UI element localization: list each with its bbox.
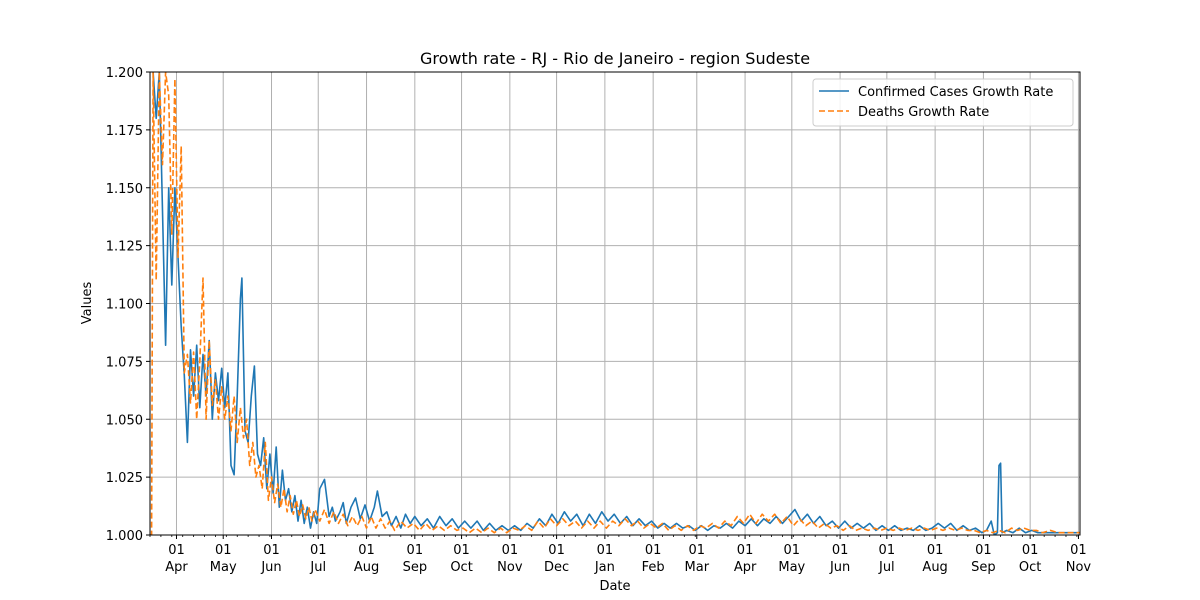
x-tick-day-label: 01	[645, 543, 662, 558]
y-tick-label: 1.150	[106, 182, 143, 197]
x-tick-day-label: 01	[975, 543, 992, 558]
x-tick-day-label: 01	[548, 543, 565, 558]
x-tick-day-label: 01	[263, 543, 280, 558]
y-tick-label: 1.125	[106, 240, 143, 255]
y-tick-label: 1.050	[106, 413, 143, 428]
x-tick-day-label: 01	[879, 543, 896, 558]
x-axis-label: Date	[599, 579, 630, 594]
series-lines	[150, 72, 1080, 535]
x-tick-month-label: Sep	[403, 560, 428, 575]
y-tick-label: 1.175	[106, 124, 143, 139]
x-tick-month-label: Sep	[971, 560, 996, 575]
x-tick-day-label: 01	[927, 543, 944, 558]
x-tick-month-label: Jan	[594, 560, 615, 575]
x-tick-day-label: 01	[407, 543, 424, 558]
x-tick-day-label: 01	[1070, 543, 1087, 558]
x-tick-month-label: Jul	[878, 560, 895, 575]
y-axis-label: Values	[80, 282, 95, 325]
x-tick-month-label: Nov	[1066, 560, 1092, 575]
x-tick-day-label: 01	[502, 543, 519, 558]
legend: Confirmed Cases Growth Rate Deaths Growth…	[812, 78, 1074, 127]
x-tick-month-label: Jun	[829, 560, 850, 575]
x-tick-month-label: Dec	[544, 560, 569, 575]
x-tick-month-label: Aug	[922, 560, 947, 575]
x-tick-day-label: 01	[358, 543, 375, 558]
legend-label: Confirmed Cases Growth Rate	[858, 85, 1053, 100]
grid-lines	[150, 71, 1080, 536]
x-tick-day-label: 01	[832, 543, 849, 558]
y-tick-label: 1.000	[106, 529, 143, 544]
confirmed-cases-growth-line	[152, 72, 1080, 535]
x-tick-day-label: 01	[597, 543, 614, 558]
x-tick-day-label: 01	[689, 543, 706, 558]
x-tick-month-label: Jun	[260, 560, 281, 575]
x-tick-month-label: May	[210, 560, 237, 575]
x-tick-month-label: Aug	[354, 560, 379, 575]
x-tick-day-label: 01	[215, 543, 232, 558]
chart-title: Growth rate - RJ - Rio de Janeiro - regi…	[420, 49, 810, 68]
deaths-growth-line	[150, 72, 1080, 535]
x-tick-month-label: Feb	[642, 560, 665, 575]
x-tick-day-label: 01	[168, 543, 185, 558]
x-tick-month-label: Nov	[497, 560, 523, 575]
x-tick-day-label: 01	[453, 543, 470, 558]
x-tick-month-label: May	[778, 560, 805, 575]
y-axis: 1.000 1.025 1.050 1.075 1.100 1.125 1.150 1.175…	[106, 66, 150, 544]
y-tick-label: 1.075	[106, 355, 143, 370]
x-tick-month-label: Oct	[450, 560, 472, 575]
x-axis: 01 Apr 01 May 01 Jun 01 Jul 01 Aug 01 Sep 01 Oct 01 Nov…	[149, 535, 1092, 575]
x-tick-day-label: 01	[1022, 543, 1039, 558]
y-tick-label: 1.025	[106, 471, 143, 486]
y-tick-label: 1.200	[106, 66, 143, 81]
y-tick-label: 1.100	[106, 298, 143, 313]
legend-box	[812, 78, 1074, 127]
x-tick-month-label: Apr	[734, 560, 757, 575]
x-tick-month-label: Mar	[685, 560, 710, 575]
legend-label: Deaths Growth Rate	[858, 105, 989, 120]
x-tick-month-label: Apr	[165, 560, 188, 575]
x-tick-day-label: 01	[784, 543, 801, 558]
x-tick-day-label: 01	[737, 543, 754, 558]
x-tick-day-label: 01	[310, 543, 327, 558]
x-tick-month-label: Jul	[309, 560, 326, 575]
x-tick-month-label: Oct	[1019, 560, 1041, 575]
